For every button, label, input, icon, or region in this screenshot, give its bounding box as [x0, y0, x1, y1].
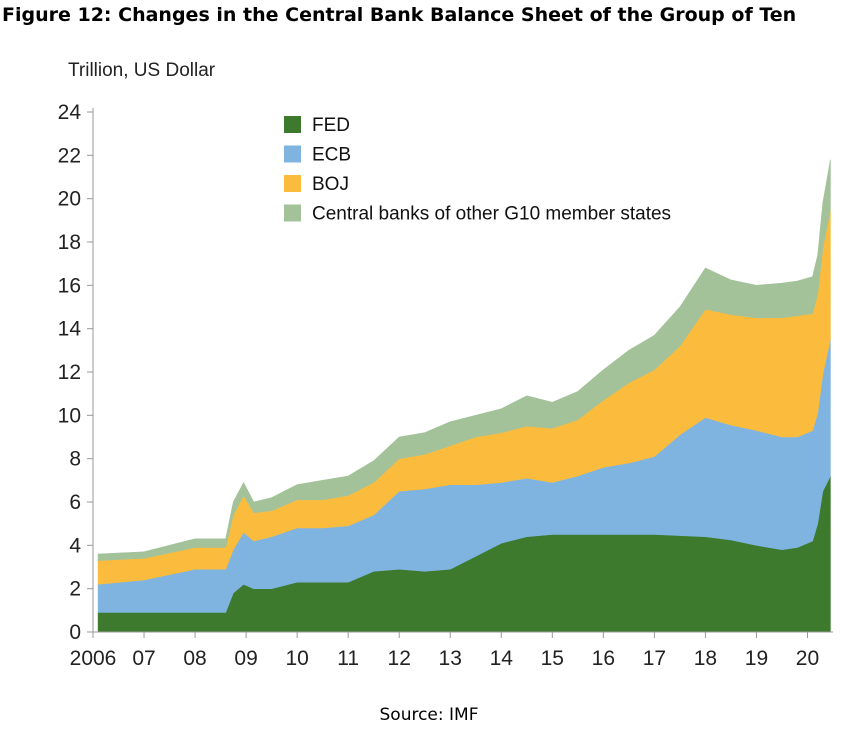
x-tick-label: 08 [183, 647, 206, 670]
y-tick-label: 24 [58, 101, 82, 124]
x-tick-label: 10 [285, 647, 308, 670]
legend-label: ECB [312, 145, 351, 166]
area-series-3 [97, 159, 831, 561]
legend-label: FED [312, 115, 350, 136]
y-tick-label: 6 [69, 491, 81, 514]
x-tick-label: 16 [592, 647, 615, 670]
y-tick-label: 10 [58, 404, 81, 427]
y-tick-label: 20 [58, 188, 81, 211]
y-tick-label: 18 [58, 231, 81, 254]
x-tick-labels: 2006 07 08 09 10 11 12 13 14 15 16 17 18 19 20 [70, 632, 819, 670]
y-tick-label: 12 [58, 361, 81, 384]
y-tick-label: 2 [69, 578, 81, 601]
x-tick-label: 07 [132, 647, 155, 670]
x-tick-label: 14 [490, 647, 514, 670]
y-tick-label: 8 [69, 448, 81, 471]
x-tick-label: 2006 [70, 647, 117, 670]
chart-area: Trillion, US Dollar 0 2 4 6 8 10 12 14 16 18 20 22 2… [0, 40, 858, 700]
x-tick-label: 19 [745, 647, 768, 670]
x-tick-label: 18 [694, 647, 717, 670]
x-tick-label: 15 [541, 647, 564, 670]
y-tick-label: 22 [58, 144, 81, 167]
source-note: Source: IMF [379, 705, 479, 725]
legend-swatch [284, 116, 301, 133]
x-tick-label: 13 [439, 647, 462, 670]
stacked-area-chart: Trillion, US Dollar 02468101214161820222… [58, 60, 833, 670]
legend-swatch [284, 145, 301, 163]
legend-swatch [284, 204, 301, 222]
x-tick-label: 20 [796, 647, 819, 670]
figure-title: Figure 12: Changes in the Central Bank B… [2, 4, 797, 26]
axes [92, 108, 833, 633]
legend: FED ECB BOJ Central banks of other G10 memb… [284, 115, 671, 225]
x-tick-label: 11 [337, 647, 359, 670]
legend-label: Central banks of other G10 member states [312, 204, 671, 225]
legend-swatch [284, 175, 301, 192]
y-tick-label: 0 [69, 621, 81, 644]
y-tick-label: 4 [69, 534, 81, 557]
series-areas [97, 159, 831, 633]
y-tick-label: 14 [58, 318, 82, 341]
x-tick-label: 12 [388, 647, 411, 670]
legend-label: BOJ [312, 174, 349, 195]
y-axis-label: Trillion, US Dollar [68, 60, 216, 81]
x-tick-label: 17 [643, 647, 666, 670]
y-tick-label: 16 [58, 274, 81, 297]
x-tick-label: 09 [234, 647, 257, 670]
